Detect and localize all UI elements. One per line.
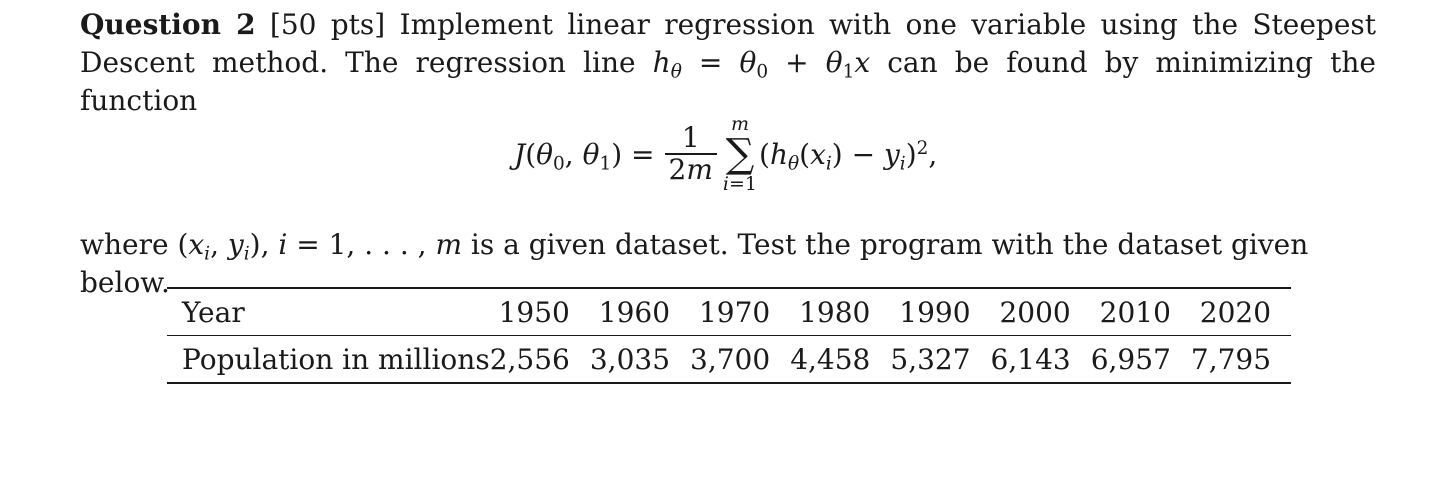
population-cell: 6,957 <box>1090 335 1191 384</box>
dataset-notation: (xi, yi), i = 1, . . . , m <box>177 228 463 265</box>
question-prompt-part2: can be found by minimizing the function <box>80 46 1377 117</box>
population-row: Population in millions 2,556 3,035 3,700… <box>167 335 1292 384</box>
population-cell: 4,458 <box>790 335 891 384</box>
question-paragraph: Question 2 [50 pts] Implement linear reg… <box>80 6 1376 120</box>
fraction: 1 2m <box>664 123 717 185</box>
year-cell: 2020 <box>1190 287 1292 336</box>
year-row: Year 1950 1960 1970 1980 1990 2000 2010 … <box>167 287 1292 336</box>
question-points: [50 pts] <box>269 8 386 41</box>
year-cell: 1960 <box>589 287 691 336</box>
where-suffix: is a given dataset. Test the program wit… <box>80 228 1309 299</box>
dataset-description: where (xi, yi), i = 1, . . . , m is a gi… <box>80 226 1376 302</box>
population-cell: 6,143 <box>990 335 1091 384</box>
cost-function-equation: J(θ0, θ1) = 1 2m m ∑ i=1 (hθ(xi) − yi)2, <box>514 113 938 195</box>
row-header-year: Year <box>167 287 490 336</box>
year-cell: 1970 <box>690 287 791 336</box>
population-cell: 3,035 <box>589 335 691 384</box>
population-cell: 2,556 <box>489 335 590 384</box>
population-cell: 3,700 <box>690 335 791 384</box>
year-cell: 1950 <box>489 287 590 336</box>
where-prefix: where <box>80 228 169 261</box>
row-header-population: Population in millions <box>167 335 490 384</box>
year-cell: 1980 <box>790 287 891 336</box>
hypothesis-formula: hθ = θ0 + θ1x <box>652 46 871 83</box>
summation-symbol: m ∑ i=1 <box>722 113 758 195</box>
population-cell: 7,795 <box>1190 335 1292 384</box>
population-cell: 5,327 <box>890 335 991 384</box>
population-table: Year 1950 1960 1970 1980 1990 2000 2010 … <box>167 287 1292 384</box>
year-cell: 1990 <box>890 287 991 336</box>
year-cell: 2000 <box>990 287 1091 336</box>
question-label: Question 2 <box>80 8 256 41</box>
year-cell: 2010 <box>1090 287 1191 336</box>
question-prompt-part1: Implement linear regression with one var… <box>80 8 1377 79</box>
